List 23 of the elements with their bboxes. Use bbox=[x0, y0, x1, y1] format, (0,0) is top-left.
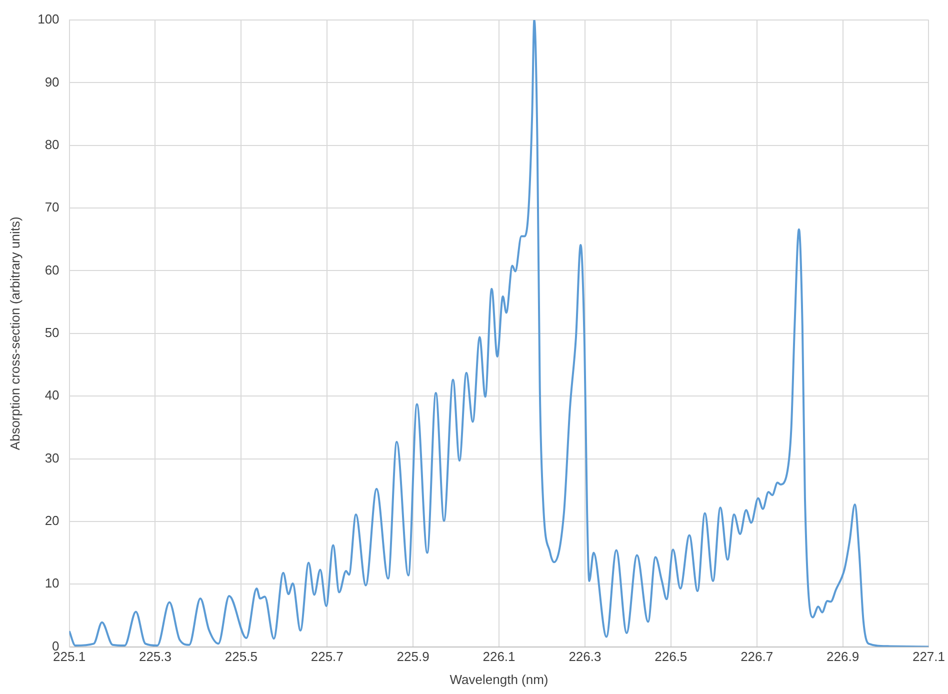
x-tick-label: 225.9 bbox=[396, 649, 430, 664]
x-tick-label: 226.5 bbox=[654, 649, 688, 664]
y-tick-label: 30 bbox=[44, 450, 60, 466]
x-tick-label: 226.3 bbox=[568, 649, 602, 664]
x-tick-label: 225.3 bbox=[138, 649, 172, 664]
y-tick-label: 90 bbox=[44, 74, 60, 90]
x-tick-label: 226.7 bbox=[740, 649, 774, 664]
line-series bbox=[69, 20, 929, 647]
y-tick-label: 70 bbox=[44, 200, 60, 215]
x-tick-label: 226.1 bbox=[482, 649, 516, 664]
x-axis-title: Wavelength (nm) bbox=[450, 672, 548, 687]
x-tick-label: 227.1 bbox=[912, 649, 946, 664]
y-tick-label: 100 bbox=[38, 12, 60, 27]
y-tick-label: 80 bbox=[44, 136, 60, 152]
y-tick-label: 60 bbox=[44, 262, 60, 278]
x-tick-label: 225.7 bbox=[310, 649, 344, 664]
x-tick-label: 226.9 bbox=[826, 649, 860, 664]
y-axis-title: Absorption cross-section (arbitrary units) bbox=[7, 216, 22, 450]
y-tick-label: 10 bbox=[44, 576, 60, 591]
y-tick-label: 40 bbox=[44, 388, 60, 403]
y-tick-label: 50 bbox=[44, 324, 60, 340]
y-tick-label: 20 bbox=[44, 513, 60, 528]
x-tick-label: 225.5 bbox=[224, 649, 258, 664]
